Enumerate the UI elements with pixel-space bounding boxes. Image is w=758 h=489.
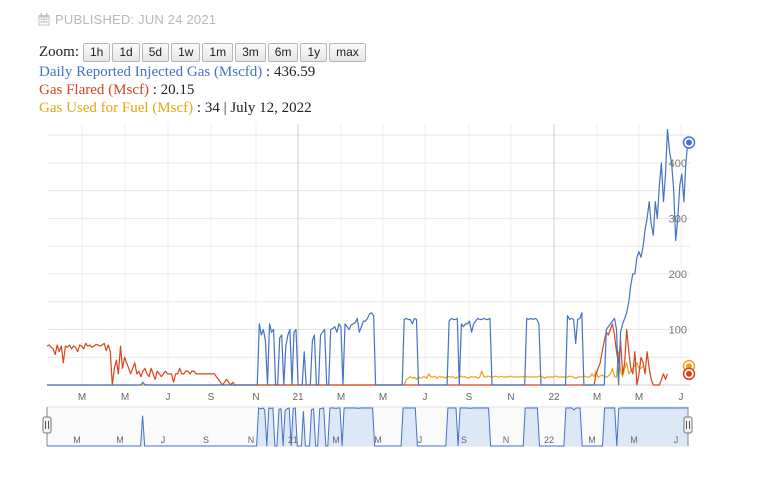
x-tick-label: 22 <box>548 392 560 403</box>
series-end-dot-flared <box>686 370 692 377</box>
navigator-tick-label: J <box>161 435 166 445</box>
x-tick-label: N <box>507 392 514 403</box>
navigator-left-handle[interactable] <box>42 416 52 434</box>
zoom-1m-button[interactable]: 1m <box>202 43 234 62</box>
x-tick-label: J <box>166 392 171 403</box>
navigator-tick-label: N <box>248 435 255 445</box>
published-date: PUBLISHED: JUN 24 2021 <box>38 12 216 27</box>
legend-fuel-gas-name: Gas Used for Fuel (Mscf) <box>39 100 194 116</box>
x-tick-label: N <box>252 392 259 403</box>
zoom-3m-button[interactable]: 3m <box>235 43 266 62</box>
navigator-tick-label: J <box>418 435 423 445</box>
navigator-line <box>47 407 688 447</box>
x-tick-label: S <box>208 392 215 403</box>
navigator-right-handle[interactable] <box>683 416 693 434</box>
zoom-1y-button[interactable]: 1y <box>300 43 328 62</box>
x-tick-label: M <box>379 392 387 403</box>
calendar-icon <box>38 13 50 26</box>
navigator-tick-label: M <box>332 435 340 445</box>
zoom-1w-button[interactable]: 1w <box>171 43 201 62</box>
x-tick-label: S <box>466 392 473 403</box>
navigator-tick-label: J <box>674 435 679 445</box>
legend-injected-gas: Daily Reported Injected Gas (Mscfd) : 43… <box>39 64 315 81</box>
zoom-label: Zoom: <box>39 44 79 60</box>
navigator-tick-label: S <box>461 435 467 445</box>
x-tick-label: M <box>78 392 86 403</box>
y-tick-label: 400 <box>669 158 687 170</box>
y-tick-label: 100 <box>669 324 687 336</box>
navigator-tick-label: S <box>203 435 209 445</box>
zoom-1d-button[interactable]: 1d <box>112 43 140 62</box>
x-tick-label: J <box>679 392 684 403</box>
zoom-6m-button[interactable]: 6m <box>267 43 299 62</box>
legend-separator: : <box>193 100 205 116</box>
legend-separator: : <box>262 64 274 80</box>
y-tick-label: 200 <box>669 269 687 281</box>
legend-separator: : <box>148 82 161 98</box>
legend-gas-flared-value: 20.15 <box>160 82 195 98</box>
navigator-area <box>47 408 688 446</box>
legend-injected-gas-name: Daily Reported Injected Gas (Mscfd) <box>39 64 263 80</box>
navigator-tick-label: M <box>630 435 638 445</box>
published-label: PUBLISHED: JUN 24 2021 <box>55 12 217 27</box>
zoom-5d-button[interactable]: 5d <box>141 43 170 62</box>
zoom-1h-button[interactable]: 1h <box>83 43 111 62</box>
legend-date: July 12, 2022 <box>230 100 312 116</box>
zoom-bar: Zoom: 1h 1d 5d 1w 1m 3m 6m 1y max <box>39 43 368 62</box>
x-tick-label: M <box>121 392 129 403</box>
legend-injected-gas-value: 436.59 <box>273 64 316 80</box>
navigator-tick-label: N <box>503 435 510 445</box>
navigator-tick-label: M <box>116 435 124 445</box>
series-line-gas <box>47 129 691 386</box>
legend-gas-flared-name: Gas Flared (Mscf) <box>39 82 149 98</box>
legend-date-separator: | <box>219 100 231 116</box>
legend-gas-flared: Gas Flared (Mscf) : 20.15 <box>39 82 194 99</box>
navigator-tick-label: M <box>73 435 81 445</box>
navigator-tick-label: 22 <box>544 435 554 445</box>
series-end-dot-gas <box>686 139 692 146</box>
zoom-max-button[interactable]: max <box>329 43 366 62</box>
x-tick-label: M <box>593 392 601 403</box>
x-tick-label: M <box>337 392 345 403</box>
legend-fuel-gas-value: 34 <box>204 100 220 116</box>
x-tick-label: 21 <box>292 392 304 403</box>
series-end-dot-fuel <box>686 363 692 370</box>
navigator-tick-label: M <box>374 435 382 445</box>
legend-fuel-gas: Gas Used for Fuel (Mscf) : 34 | July 12,… <box>39 100 312 117</box>
navigator-tick-label: M <box>588 435 596 445</box>
x-tick-label: J <box>423 392 428 403</box>
x-tick-label: M <box>635 392 643 403</box>
navigator-tick-label: 21 <box>288 435 298 445</box>
